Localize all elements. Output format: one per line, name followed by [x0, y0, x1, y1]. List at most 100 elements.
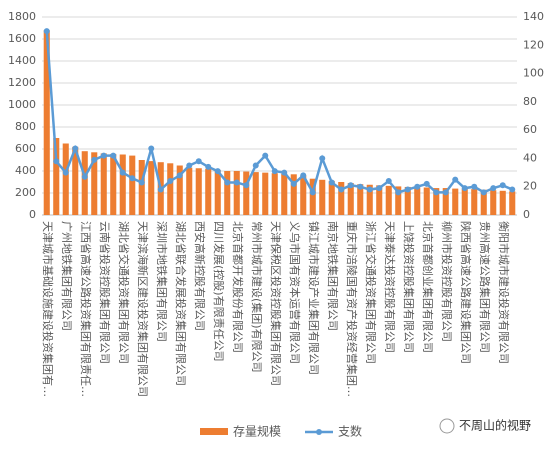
bar — [385, 185, 392, 215]
line-marker — [347, 182, 354, 189]
line-marker — [461, 185, 468, 192]
y-tick-label: 1400 — [8, 54, 36, 67]
x-tick-label: 江西省高速公路投资集团有限责任… — [79, 221, 93, 397]
x-tick-label: 西安高新控股有限公司 — [193, 221, 207, 331]
watermark-icon — [439, 418, 455, 434]
line-marker — [271, 168, 278, 175]
bar — [300, 175, 307, 215]
y-tick-label: 1800 — [8, 10, 36, 23]
x-tick-label: 湖北省联合发展投资集团有限公司 — [174, 221, 188, 386]
bar — [176, 165, 183, 215]
bar — [233, 171, 240, 215]
y2-tick-label: 20 — [523, 180, 537, 193]
legend-label: 存量规模 — [233, 424, 281, 439]
bar — [243, 171, 250, 215]
line-marker — [300, 172, 307, 179]
x-tick-label: 柳州市投资控股有限公司 — [440, 221, 454, 342]
line-marker — [167, 178, 174, 185]
y2-tick-label: 40 — [523, 151, 537, 164]
line-marker — [100, 152, 107, 159]
bar — [509, 191, 516, 215]
bar — [319, 179, 326, 215]
legend-swatch — [316, 429, 322, 435]
x-tick-label: 陕西省高速公路建设集团公司 — [459, 221, 473, 364]
y-tick-label: 600 — [15, 142, 36, 155]
bar — [442, 188, 449, 215]
bar — [471, 189, 478, 215]
x-tick-label: 南京地铁集团有限公司 — [326, 221, 340, 331]
line-marker — [404, 186, 411, 193]
bar — [138, 160, 145, 215]
bar — [347, 183, 354, 215]
line-marker — [442, 189, 449, 196]
bar — [404, 186, 411, 215]
bar — [395, 186, 402, 215]
bar — [376, 185, 383, 215]
bar — [480, 189, 487, 215]
bar — [148, 161, 155, 215]
watermark: 不周山的视野 — [459, 418, 531, 433]
line-marker — [281, 169, 288, 176]
y2-tick-label: 120 — [523, 38, 544, 51]
line-marker — [195, 158, 202, 165]
line-marker — [252, 162, 259, 169]
x-tick-label: 天津城市基础设施建设投资集团有… — [41, 221, 55, 397]
line-marker — [395, 189, 402, 196]
line-marker — [214, 168, 221, 175]
bar — [195, 168, 202, 215]
bar — [262, 172, 269, 215]
line-marker — [452, 176, 459, 183]
line-marker — [148, 145, 155, 152]
line-marker — [243, 182, 250, 189]
bar — [43, 30, 50, 216]
bar — [433, 188, 440, 215]
line-marker — [423, 180, 430, 187]
bar — [62, 143, 69, 215]
bar — [186, 167, 193, 215]
y-tick-label: 1000 — [8, 98, 36, 111]
bar — [366, 184, 373, 215]
line-marker — [62, 169, 69, 176]
x-tick-label: 云南省投资控股集团有限公司 — [98, 221, 112, 364]
x-tick-label: 镇江城市建设产业集团有限公司 — [307, 221, 321, 375]
line-marker — [43, 28, 50, 35]
y2-tick-label: 140 — [523, 10, 544, 23]
bar — [338, 182, 345, 215]
line-marker — [290, 180, 297, 187]
bar — [224, 171, 231, 215]
legend-swatch — [200, 428, 228, 435]
bar — [100, 153, 107, 215]
line-marker — [53, 158, 60, 165]
line-marker — [91, 156, 98, 163]
y-tick-label: 1200 — [8, 76, 36, 89]
line-marker — [72, 145, 79, 152]
bar — [81, 151, 88, 215]
y2-tick-label: 0 — [523, 208, 530, 221]
line-marker — [357, 183, 364, 190]
x-tick-label: 上饶投资控股集团有限公司 — [402, 221, 416, 353]
bar — [423, 187, 430, 215]
y-tick-label: 200 — [15, 186, 36, 199]
bar — [452, 188, 459, 215]
line-marker — [499, 182, 506, 189]
line-marker — [233, 179, 240, 186]
x-tick-label: 浙江省交通投资集团有限公司 — [364, 221, 378, 364]
line-marker — [138, 179, 145, 186]
y2-tick-label: 100 — [523, 67, 544, 80]
x-tick-label: 贵州高速公路集团有限公司 — [478, 221, 492, 353]
line-marker — [338, 186, 345, 193]
x-tick-label: 北京首都创业集团有限公司 — [421, 221, 435, 353]
line-marker — [319, 155, 326, 162]
x-tick-label: 北京首都开发股份有限公司 — [231, 221, 245, 353]
line-marker — [119, 169, 126, 176]
line-marker — [509, 186, 516, 193]
bar — [167, 163, 174, 215]
line-marker — [176, 172, 183, 179]
x-tick-label: 湖北省交通投资集团有限公司 — [117, 221, 131, 364]
bar — [414, 187, 421, 215]
line-marker — [480, 189, 487, 196]
bar — [499, 190, 506, 215]
bar — [490, 190, 497, 215]
bar — [129, 155, 136, 215]
